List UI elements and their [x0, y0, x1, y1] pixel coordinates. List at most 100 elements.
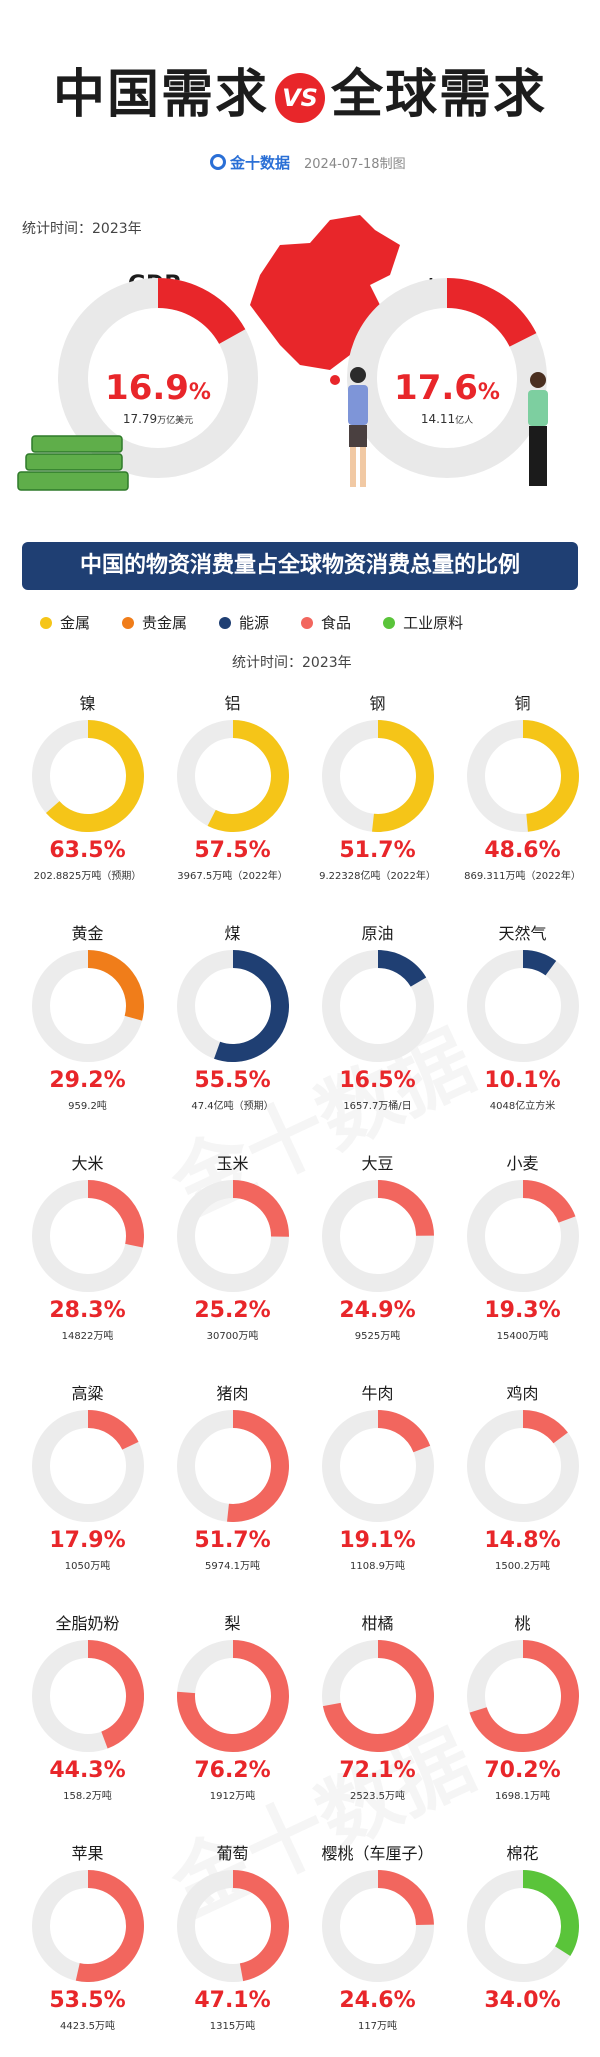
item-name: 大豆 [361, 1154, 394, 1173]
item-donut [177, 950, 289, 1062]
brand-logo-icon [210, 154, 226, 170]
publish-date: 2024-07-18制图 [304, 157, 406, 172]
item-percent: 47.1% [194, 1988, 271, 2013]
legend-item-precious: 贵金属 [122, 612, 187, 633]
title-right: 全球需求 [331, 65, 548, 125]
money-stack-icon [17, 435, 129, 491]
item-arc [87, 1640, 144, 1749]
item-percent: 57.5% [194, 838, 271, 863]
item-name: 铜 [514, 694, 531, 713]
item-donut [467, 1640, 579, 1752]
item-arc [377, 1180, 434, 1237]
item-percent: 17.9% [49, 1528, 126, 1553]
item-donut [32, 720, 144, 832]
donut-item: 玉米 25.2% 30700万吨 [160, 1150, 305, 1365]
item-donut [32, 1640, 144, 1752]
population-percent: 17.6% [394, 368, 500, 408]
stat-time-top: 统计时间：2023年 [22, 221, 142, 237]
item-name: 樱桃（车厘子） [321, 1844, 434, 1863]
item-name: 镍 [79, 694, 96, 713]
item-name: 苹果 [71, 1844, 104, 1863]
item-percent: 14.8% [484, 1528, 561, 1553]
woman-figure-icon [528, 372, 548, 486]
item-name: 大米 [71, 1154, 104, 1173]
item-donut [177, 1870, 289, 1982]
item-value: 1657.7万桶/日 [343, 1101, 412, 1112]
item-name: 葡萄 [216, 1844, 249, 1863]
legend-item-industrial: 工业原料 [383, 612, 463, 633]
item-name: 高粱 [71, 1384, 104, 1403]
population-arc [446, 278, 537, 348]
item-name: 原油 [361, 924, 394, 943]
legend-item-energy: 能源 [219, 612, 269, 633]
page-title: 中国需求 VS 全球需求 [0, 52, 600, 127]
item-arc [87, 1410, 139, 1451]
man-figure-icon [348, 367, 368, 487]
item-percent: 63.5% [49, 838, 126, 863]
legend: 金属 贵金属 能源 食品 工业原料 [40, 612, 580, 633]
gdp-donut [58, 278, 258, 478]
item-value: 1315万吨 [209, 2021, 256, 2032]
item-donut [177, 720, 289, 832]
item-arc [522, 1410, 568, 1444]
item-donut [322, 1870, 434, 1982]
item-percent: 72.1% [339, 1758, 416, 1783]
item-name: 梨 [224, 1614, 241, 1633]
item-donut [467, 1870, 579, 1982]
donut-item: 葡萄 47.1% 1315万吨 [160, 1840, 305, 2055]
donut-item: 梨 76.2% 1912万吨 [160, 1610, 305, 1825]
item-arc [469, 1640, 579, 1752]
item-donut [322, 950, 434, 1062]
item-donut [32, 1180, 144, 1292]
item-arc [87, 1180, 144, 1248]
item-percent: 51.7% [339, 838, 416, 863]
item-percent: 28.3% [49, 1298, 126, 1323]
item-value: 4423.5万吨 [60, 2021, 115, 2032]
item-percent: 19.3% [484, 1298, 561, 1323]
donut-item: 原油 16.5% 1657.7万桶/日 [305, 920, 450, 1135]
donut-item: 苹果 53.5% 4423.5万吨 [15, 1840, 160, 2055]
item-percent: 19.1% [339, 1528, 416, 1553]
item-percent: 48.6% [484, 838, 561, 863]
item-value: 9525万吨 [354, 1331, 401, 1342]
item-arc [87, 950, 144, 1021]
item-arc [75, 1870, 144, 1982]
donut-item: 铜 48.6% 869.311万吨（2022年） [450, 690, 595, 905]
item-value: 3967.5万吨（2022年） [177, 871, 288, 882]
item-name: 玉米 [216, 1154, 249, 1173]
legend-dot-industrial [383, 616, 396, 629]
legend-dot-metal [40, 616, 52, 629]
brand-line: 金十数据 2024-07-18制图 [210, 152, 406, 173]
item-percent: 34.0% [484, 1988, 561, 2013]
item-value: 1698.1万吨 [495, 1791, 550, 1802]
donut-item: 桃 70.2% 1698.1万吨 [450, 1610, 595, 1825]
item-value: 202.8825万吨（预期） [33, 871, 142, 882]
item-arc [214, 950, 289, 1062]
item-arc [522, 1870, 579, 1956]
item-name: 天然气 [498, 924, 547, 943]
item-value: 1500.2万吨 [495, 1561, 550, 1572]
item-arc [232, 1180, 289, 1237]
donut-item: 樱桃（车厘子） 24.6% 117万吨 [305, 1840, 450, 2055]
item-percent: 44.3% [49, 1758, 126, 1783]
gdp-arc [157, 278, 246, 345]
item-value: 117万吨 [357, 2021, 398, 2032]
item-value: 1050万吨 [64, 1561, 111, 1572]
legend-dot-energy [219, 616, 232, 629]
item-name: 黄金 [71, 924, 104, 943]
item-donut [177, 1410, 289, 1522]
donut-item: 全脂奶粉 44.3% 158.2万吨 [15, 1610, 160, 1825]
item-value: 869.311万吨（2022年） [464, 871, 581, 882]
item-value: 9.22328亿吨（2022年） [319, 871, 436, 882]
item-percent: 10.1% [484, 1068, 561, 1093]
legend-dot-food [301, 616, 314, 629]
donut-item: 棉花 34.0% [450, 1840, 595, 2055]
donut-item: 牛肉 19.1% 1108.9万吨 [305, 1380, 450, 1595]
item-donut [177, 1180, 289, 1292]
item-name: 鸡肉 [506, 1384, 539, 1403]
item-arc [207, 720, 289, 832]
item-arc [46, 720, 144, 832]
title-left: 中国需求 [52, 65, 269, 125]
item-donut [467, 720, 579, 832]
item-value: 47.4亿吨（预期） [191, 1101, 274, 1112]
